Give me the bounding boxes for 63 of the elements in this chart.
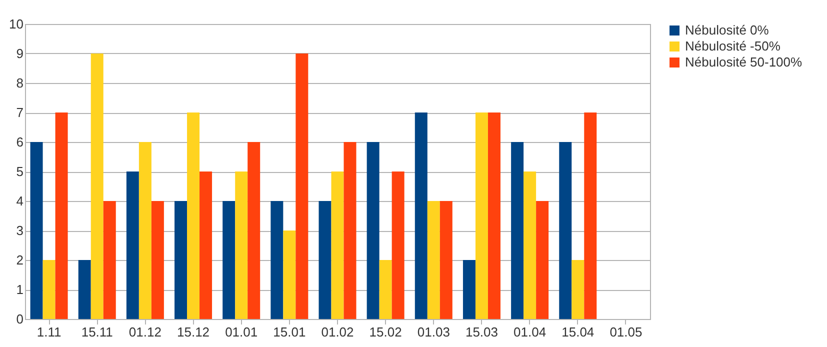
x-tick-label: 15.02 xyxy=(369,324,402,340)
bar xyxy=(318,201,332,319)
bar xyxy=(283,230,296,319)
y-tick-label: 3 xyxy=(16,223,24,238)
y-tick-label: 9 xyxy=(16,46,24,61)
bar xyxy=(475,112,488,319)
bar xyxy=(366,142,380,319)
y-tick-label: 4 xyxy=(16,194,24,208)
legend-label: Nébulosité 0% xyxy=(685,22,770,38)
bar xyxy=(78,260,91,319)
bar xyxy=(103,201,116,319)
y-tick-label: 7 xyxy=(16,105,24,120)
x-tick-label: 01.12 xyxy=(128,324,162,340)
bar xyxy=(462,260,476,319)
bar xyxy=(138,142,152,319)
y-tick-label: 1 xyxy=(16,282,24,297)
bar xyxy=(392,172,404,319)
x-tick-label: 1.11 xyxy=(36,324,62,340)
bar xyxy=(42,260,56,319)
bar xyxy=(344,142,356,319)
bar xyxy=(572,260,584,319)
bar xyxy=(248,142,260,319)
y-tick-label: 5 xyxy=(16,164,24,179)
bar xyxy=(296,54,308,319)
bar xyxy=(222,201,236,319)
x-tick-label: 15.11 xyxy=(81,324,113,340)
x-tick-label: 15.12 xyxy=(176,324,210,340)
bar xyxy=(235,172,248,319)
bar xyxy=(55,112,68,319)
y-tick-label: 0 xyxy=(16,312,24,326)
bar xyxy=(414,112,428,319)
bar xyxy=(511,142,524,319)
y-tick-label: 10 xyxy=(9,16,24,32)
x-tick-label: 01.05 xyxy=(610,324,642,340)
bar xyxy=(126,172,139,319)
bar xyxy=(379,260,392,319)
bar xyxy=(151,201,164,319)
bar xyxy=(488,112,500,319)
y-tick-label: 2 xyxy=(16,252,24,268)
x-tick-label: 01.01 xyxy=(225,324,258,340)
bar xyxy=(584,112,597,319)
bar xyxy=(174,201,188,319)
bar xyxy=(427,201,440,319)
bar xyxy=(536,201,549,319)
bar xyxy=(524,172,536,319)
x-tick-label: 01.03 xyxy=(417,324,450,340)
bar xyxy=(187,112,200,319)
x-tick-label: 01.02 xyxy=(321,324,354,340)
bar xyxy=(30,142,43,319)
x-tick-label: 15.04 xyxy=(562,324,594,340)
x-tick-label: 15.01 xyxy=(273,324,306,340)
y-tick-label: 6 xyxy=(16,134,24,150)
x-tick-label: 15.03 xyxy=(465,324,498,340)
y-tick-label: 8 xyxy=(16,76,24,90)
bar xyxy=(270,201,284,319)
bar xyxy=(90,54,104,319)
legend-label: Nébulosité -50% xyxy=(685,38,781,54)
bar xyxy=(200,172,212,319)
bar xyxy=(331,172,344,319)
bar xyxy=(440,201,452,319)
legend-label: Nébulosité 50-100% xyxy=(685,54,803,70)
bar xyxy=(559,142,572,319)
x-tick-label: 01.04 xyxy=(514,324,546,340)
